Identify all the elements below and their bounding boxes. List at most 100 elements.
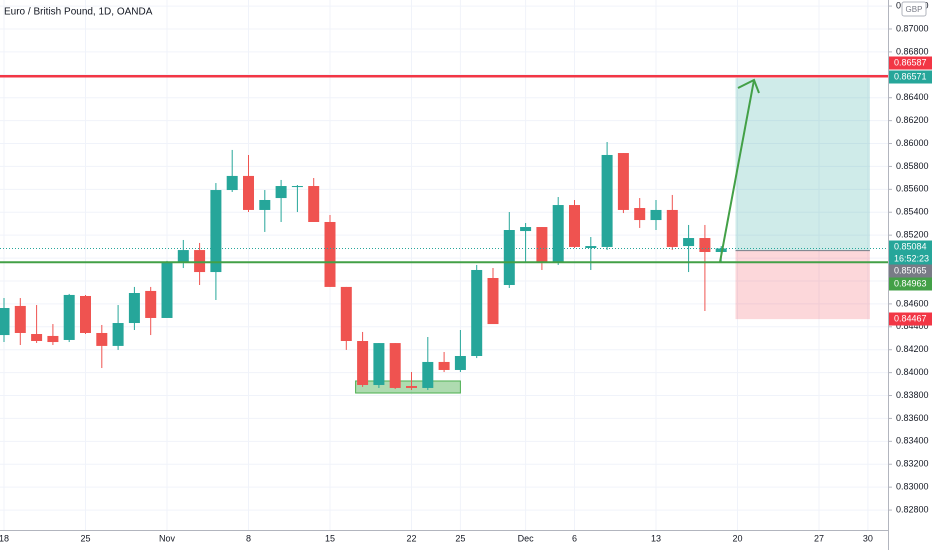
y-tick-label: 0.85800 [896, 161, 929, 171]
currency-label: GBP [906, 5, 923, 14]
price-tag-label: 0.84963 [894, 278, 927, 288]
candle-body [585, 246, 597, 248]
candle-body [536, 227, 548, 263]
y-tick-label: 0.84400 [896, 321, 929, 331]
candle-body [683, 238, 695, 247]
candle-body [145, 290, 157, 318]
candle-body [569, 205, 580, 247]
x-tick-label: 22 [406, 533, 416, 543]
candle-body [80, 295, 91, 333]
candle-body [112, 323, 124, 346]
x-tick-label: 13 [651, 533, 661, 543]
y-tick-label: 0.83800 [896, 390, 929, 400]
candle-body [63, 294, 75, 340]
candle-body [699, 238, 711, 252]
candle-body [14, 305, 26, 333]
y-tick-label: 0.83000 [896, 482, 929, 492]
currency-box [901, 1, 927, 17]
x-tick-label: 18 [0, 533, 9, 543]
candle-body [96, 332, 108, 346]
forecast-arrow [719, 79, 755, 263]
candle-body [243, 175, 254, 210]
candle-body [291, 186, 303, 188]
loss-zone [735, 250, 870, 320]
price-tag-label: 16:52:23 [894, 253, 929, 263]
price-tag [889, 264, 932, 278]
x-tick-label: 25 [80, 533, 90, 543]
x-tick-label: 15 [325, 533, 335, 543]
candle-body [487, 278, 499, 325]
y-tick-label: 0.83600 [896, 413, 929, 423]
y-tick-label: 0.85600 [896, 184, 929, 194]
candle-body [340, 286, 352, 342]
candle-body [520, 227, 532, 232]
overlay [0, 75, 888, 264]
candle-body [259, 199, 271, 210]
price-tag [889, 252, 932, 266]
candle-body [210, 190, 222, 273]
candle-body [324, 221, 336, 287]
candle-body [503, 230, 515, 285]
candle-body [617, 153, 629, 210]
y-tick-label: 0.85400 [896, 207, 929, 217]
price-tag [889, 312, 932, 326]
candle-body [194, 250, 206, 273]
candle-body [552, 205, 564, 262]
chart-title: Euro / British Pound, 1D, OANDA [4, 7, 153, 18]
grid [0, 0, 888, 530]
candle-body [275, 186, 287, 199]
y-tick-label: 0.83200 [896, 459, 929, 469]
price-tag [889, 56, 932, 70]
y-tick-label: 0.86400 [896, 92, 929, 102]
x-tick-label: 6 [572, 533, 577, 543]
price-tag-label: 0.85065 [894, 265, 927, 275]
candle-body [226, 175, 238, 191]
candle-body [357, 341, 369, 385]
price-tag-label: 0.84467 [894, 313, 927, 323]
candle-body [31, 334, 43, 342]
candle-body [177, 250, 189, 263]
price-tag-label: 0.86571 [894, 71, 927, 81]
y-tick-label: 0.86000 [896, 138, 929, 148]
profit-zone [735, 78, 870, 251]
candle-body [373, 343, 385, 385]
candle-body [438, 361, 450, 370]
x-tick-label: 20 [732, 533, 742, 543]
x-tick-label: 25 [455, 533, 465, 543]
price-tag [889, 240, 932, 254]
candle-body [0, 308, 10, 336]
candle-body [454, 356, 466, 370]
candle-body [389, 343, 401, 388]
y-tick-label: 0.84600 [896, 298, 929, 308]
candle-body [422, 361, 434, 388]
x-tick-label: 30 [863, 533, 873, 543]
y-tick-label: 0.86800 [896, 46, 929, 56]
candle-body [161, 262, 173, 318]
price-tag [889, 70, 932, 84]
x-tick-label: 27 [814, 533, 824, 543]
x-tick-label: 8 [246, 533, 251, 543]
candles [0, 142, 727, 391]
x-tick-label: Dec [518, 533, 535, 543]
price-tag-label: 0.85084 [894, 241, 927, 251]
candle-body [471, 269, 483, 357]
y-tick-label: 0.87000 [896, 23, 929, 33]
y-tick-label: 0.84200 [896, 344, 929, 354]
candle-body [601, 154, 613, 247]
candle-body [308, 186, 320, 222]
candle-body [650, 209, 662, 221]
price-tag-label: 0.86587 [894, 57, 927, 67]
forecast-arrowhead [737, 78, 760, 94]
zones [355, 78, 870, 394]
x-tick-label: Nov [159, 533, 176, 543]
candle-body [128, 293, 140, 324]
candle-body [666, 209, 678, 247]
y-tick-label: 0.83400 [896, 436, 929, 446]
candle-body [47, 335, 59, 343]
y-tick-label: 0.86200 [896, 115, 929, 125]
candle-body [406, 386, 417, 388]
y-tick-label: 0.85200 [896, 230, 929, 240]
